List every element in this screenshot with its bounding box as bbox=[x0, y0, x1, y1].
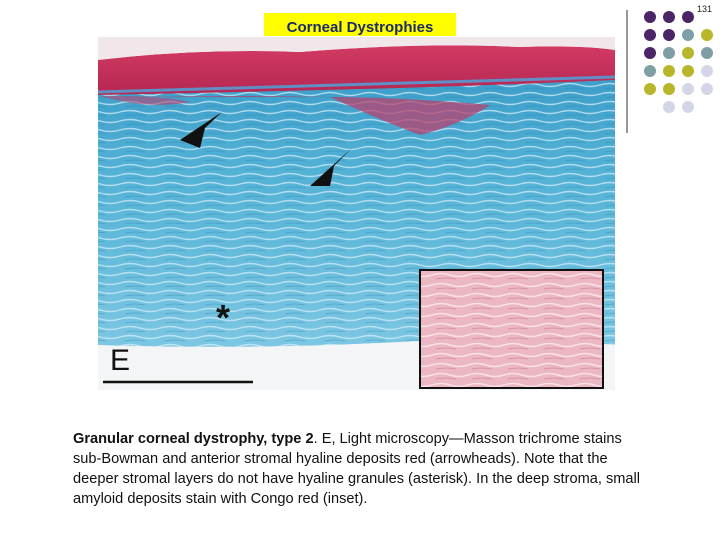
slide-title: Corneal Dystrophies bbox=[264, 13, 456, 36]
caption-bold: Granular corneal dystrophy, type 2 bbox=[73, 431, 314, 447]
caption: Granular corneal dystrophy, type 2. E, L… bbox=[73, 429, 648, 509]
page-number: 131 bbox=[696, 4, 712, 14]
caption-text: . E, Light microscopy—Masson trichrome s… bbox=[73, 431, 641, 507]
asterisk: * bbox=[216, 297, 230, 338]
micrograph: E * bbox=[97, 37, 616, 390]
panel-label: E bbox=[110, 344, 130, 377]
dot-grid bbox=[644, 11, 713, 113]
